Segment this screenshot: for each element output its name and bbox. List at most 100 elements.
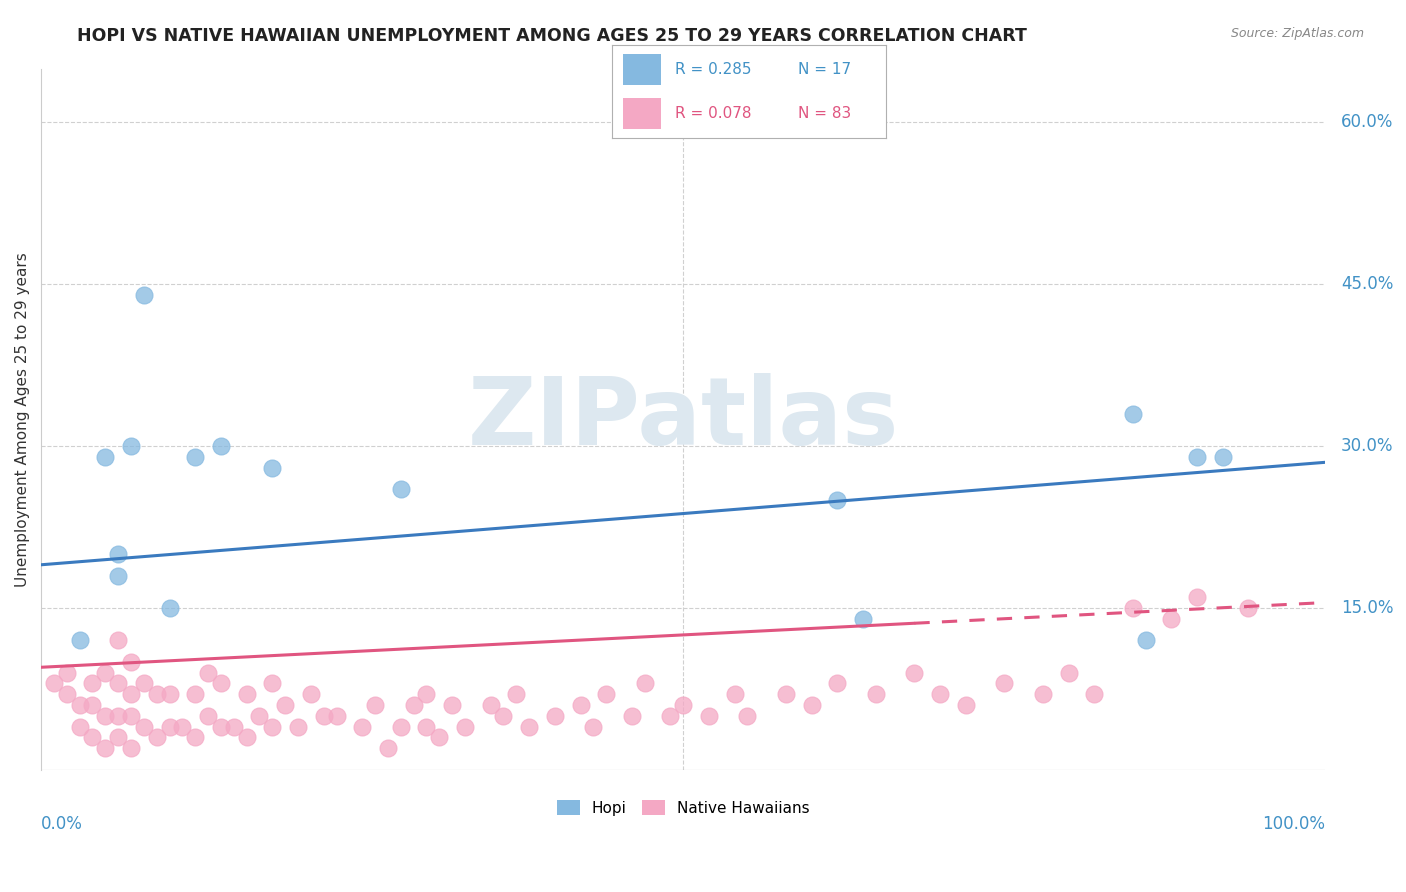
Point	[479, 698, 502, 712]
Point	[56, 687, 79, 701]
Point	[107, 547, 129, 561]
Text: N = 17: N = 17	[799, 62, 851, 78]
Point	[1160, 612, 1182, 626]
Point	[659, 708, 682, 723]
Point	[929, 687, 952, 701]
Point	[262, 720, 284, 734]
Point	[145, 687, 167, 701]
Point	[517, 720, 540, 734]
Point	[505, 687, 527, 701]
Point	[1212, 450, 1234, 464]
Point	[82, 676, 104, 690]
Point	[672, 698, 695, 712]
Point	[184, 687, 207, 701]
Point	[827, 493, 849, 508]
Point	[724, 687, 747, 701]
Point	[492, 708, 515, 723]
Point	[209, 720, 232, 734]
Point	[1057, 665, 1080, 680]
Point	[94, 708, 117, 723]
Point	[595, 687, 617, 701]
Point	[389, 482, 412, 496]
Bar	[623, 98, 661, 129]
Text: N = 83: N = 83	[799, 106, 851, 121]
Point	[262, 676, 284, 690]
Point	[56, 665, 79, 680]
Text: R = 0.285: R = 0.285	[675, 62, 751, 78]
Point	[197, 708, 219, 723]
Point	[441, 698, 464, 712]
Point	[1083, 687, 1105, 701]
Point	[415, 687, 437, 701]
Point	[312, 708, 335, 723]
Point	[120, 687, 142, 701]
Point	[107, 676, 129, 690]
Point	[364, 698, 387, 712]
Point	[132, 288, 155, 302]
Point	[42, 676, 65, 690]
Point	[222, 720, 245, 734]
Point	[325, 708, 347, 723]
Point	[82, 698, 104, 712]
Point	[94, 665, 117, 680]
Point	[172, 720, 194, 734]
Point	[402, 698, 425, 712]
Point	[903, 665, 925, 680]
Point	[377, 741, 399, 756]
Point	[107, 731, 129, 745]
Point	[1185, 590, 1208, 604]
Point	[737, 708, 759, 723]
Point	[120, 741, 142, 756]
Point	[107, 708, 129, 723]
Point	[235, 731, 257, 745]
Point	[569, 698, 592, 712]
Y-axis label: Unemployment Among Ages 25 to 29 years: Unemployment Among Ages 25 to 29 years	[15, 252, 30, 587]
Point	[454, 720, 477, 734]
Text: R = 0.078: R = 0.078	[675, 106, 751, 121]
Point	[209, 676, 232, 690]
Point	[427, 731, 450, 745]
Point	[132, 676, 155, 690]
Text: 60.0%: 60.0%	[1341, 113, 1393, 131]
Point	[800, 698, 823, 712]
Text: Source: ZipAtlas.com: Source: ZipAtlas.com	[1230, 27, 1364, 40]
Point	[159, 720, 181, 734]
Point	[107, 568, 129, 582]
Text: HOPI VS NATIVE HAWAIIAN UNEMPLOYMENT AMONG AGES 25 TO 29 YEARS CORRELATION CHART: HOPI VS NATIVE HAWAIIAN UNEMPLOYMENT AMO…	[77, 27, 1028, 45]
Point	[184, 731, 207, 745]
Text: 0.0%: 0.0%	[41, 815, 83, 833]
Point	[1032, 687, 1054, 701]
Text: ZIPatlas: ZIPatlas	[468, 373, 898, 465]
Point	[352, 720, 374, 734]
Point	[955, 698, 977, 712]
Point	[1122, 601, 1144, 615]
Point	[107, 633, 129, 648]
Text: 15.0%: 15.0%	[1341, 599, 1393, 617]
Point	[299, 687, 322, 701]
Point	[69, 720, 91, 734]
Point	[1122, 407, 1144, 421]
Point	[184, 450, 207, 464]
Point	[827, 676, 849, 690]
Point	[262, 460, 284, 475]
Point	[1135, 633, 1157, 648]
Point	[274, 698, 297, 712]
Point	[544, 708, 567, 723]
Bar	[623, 54, 661, 85]
Point	[620, 708, 643, 723]
Point	[94, 450, 117, 464]
Point	[249, 708, 271, 723]
Point	[582, 720, 605, 734]
Point	[209, 439, 232, 453]
Point	[94, 741, 117, 756]
Point	[132, 720, 155, 734]
Point	[120, 655, 142, 669]
Point	[634, 676, 657, 690]
Point	[235, 687, 257, 701]
Point	[993, 676, 1015, 690]
Point	[389, 720, 412, 734]
Point	[159, 601, 181, 615]
Point	[697, 708, 720, 723]
Text: 100.0%: 100.0%	[1263, 815, 1326, 833]
Point	[69, 633, 91, 648]
